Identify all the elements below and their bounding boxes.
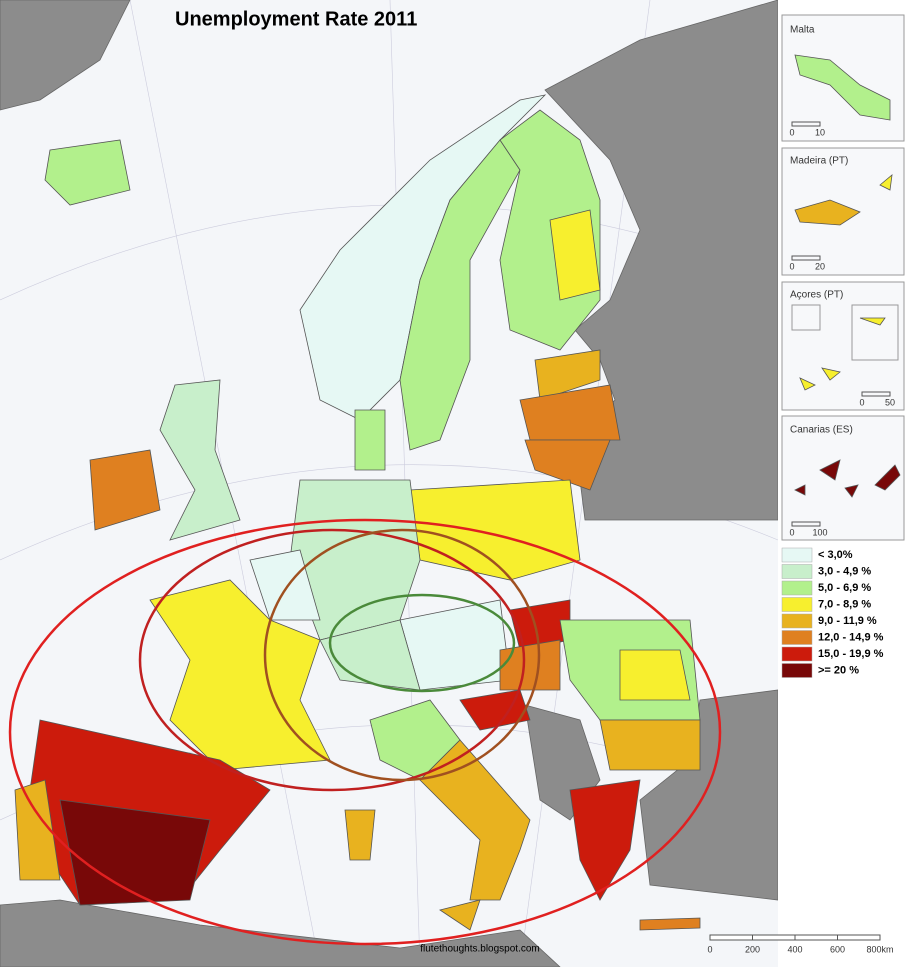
azores bbox=[821, 367, 841, 381]
scale-label: 50 bbox=[885, 397, 895, 407]
scale-label: 0 bbox=[707, 944, 712, 954]
legend-label: 5,0 - 6,9 % bbox=[818, 582, 871, 594]
scale-bar: 0 200 400 600 800km bbox=[707, 934, 894, 954]
lithuania bbox=[524, 439, 611, 491]
crete bbox=[639, 917, 701, 931]
scale-label: 600 bbox=[830, 944, 845, 954]
spain-south bbox=[59, 799, 211, 906]
legend-swatch bbox=[781, 646, 813, 662]
scale-bar bbox=[861, 391, 891, 397]
legend-label: 3,0 - 4,9 % bbox=[818, 565, 871, 577]
azores bbox=[859, 317, 886, 326]
italy-south bbox=[419, 739, 531, 901]
iceland bbox=[44, 139, 131, 206]
scale-label: 200 bbox=[745, 944, 760, 954]
azores bbox=[799, 377, 816, 391]
legend-label: 15,0 - 19,9 % bbox=[818, 648, 884, 660]
estonia bbox=[534, 349, 601, 401]
legend-swatch bbox=[781, 597, 813, 612]
legend-label: 9,0 - 11,9 % bbox=[818, 615, 877, 627]
madeira bbox=[794, 199, 861, 226]
scale-label: 400 bbox=[787, 944, 802, 954]
scale-label: 0 bbox=[789, 527, 794, 537]
russia bbox=[544, 0, 779, 521]
legend-label: < 3,0% bbox=[818, 549, 853, 561]
inset-frame bbox=[791, 304, 821, 331]
inset-frame bbox=[851, 304, 899, 361]
sicily bbox=[439, 899, 481, 931]
canarias bbox=[874, 464, 901, 491]
scale-bar bbox=[791, 255, 821, 261]
canarias bbox=[819, 459, 841, 481]
sweden bbox=[399, 139, 521, 451]
scale-bar bbox=[791, 121, 821, 127]
title: Unemployment Rate 2011 bbox=[175, 8, 417, 30]
inset-box bbox=[781, 281, 905, 411]
legend-swatch bbox=[781, 580, 813, 596]
scale-label: 20 bbox=[815, 261, 825, 271]
scale-label: 0 bbox=[859, 397, 864, 407]
scale-label: 800km bbox=[866, 944, 893, 954]
scale-bar bbox=[791, 521, 821, 527]
scale-label: 0 bbox=[789, 127, 794, 137]
france bbox=[149, 579, 331, 771]
sardinia bbox=[344, 809, 376, 861]
porto-santo bbox=[879, 174, 893, 191]
legend-swatch bbox=[781, 613, 813, 629]
scale-label: 0 bbox=[789, 261, 794, 271]
portugal bbox=[14, 779, 61, 881]
legend-swatch bbox=[781, 547, 813, 563]
legend-swatch bbox=[781, 663, 813, 678]
bulgaria bbox=[599, 719, 701, 771]
ring bbox=[138, 528, 526, 792]
ring bbox=[8, 518, 722, 946]
legend-label: 7,0 - 8,9 % bbox=[818, 598, 871, 610]
finland-east bbox=[549, 209, 601, 301]
legend-label: >= 20 % bbox=[818, 664, 859, 676]
scale-label: 100 bbox=[812, 527, 827, 537]
inset-label: Canarias (ES) bbox=[790, 425, 853, 436]
legend-swatch bbox=[781, 564, 813, 579]
romania-south bbox=[619, 649, 691, 701]
inset-label: Malta bbox=[790, 25, 815, 36]
ireland bbox=[89, 449, 161, 531]
inset-scales: 0 100 200 500 100 bbox=[789, 121, 895, 537]
malta bbox=[794, 54, 891, 121]
legend-swatch bbox=[781, 630, 813, 645]
canarias bbox=[844, 484, 859, 498]
ring bbox=[328, 593, 516, 693]
latvia bbox=[519, 384, 621, 441]
uk bbox=[159, 379, 241, 541]
inset-label: Madeira (PT) bbox=[790, 156, 848, 167]
greece bbox=[569, 779, 641, 901]
ring bbox=[263, 528, 541, 782]
greenland bbox=[0, 0, 131, 111]
legend-label: 12,0 - 14,9 % bbox=[818, 631, 884, 643]
credit: flutethoughts.blogspot.com bbox=[420, 944, 540, 955]
scale-label: 10 bbox=[815, 127, 825, 137]
croatia bbox=[459, 689, 531, 731]
legend: < 3,0% 3,0 - 4,9 % 5,0 - 6,9 % 7,0 - 8,9 % 9… bbox=[781, 547, 884, 678]
inset-label: Açores (PT) bbox=[790, 290, 843, 301]
canarias bbox=[794, 484, 806, 496]
denmark bbox=[354, 409, 386, 471]
hungary bbox=[499, 639, 561, 691]
